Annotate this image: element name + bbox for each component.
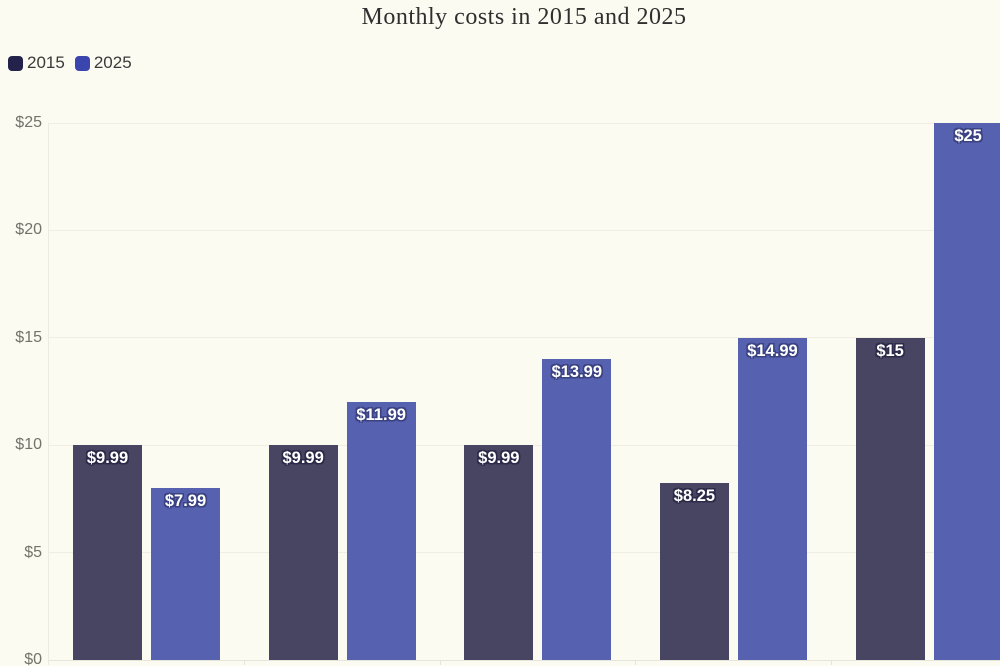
bar-2025-group5[interactable]: $25 — [933, 123, 1000, 660]
x-axis-tick — [439, 660, 441, 665]
bar-2015-group3[interactable]: $9.99 — [464, 445, 534, 660]
bar-value-label: $25 — [954, 127, 982, 145]
legend: 2015 2025 — [8, 53, 132, 73]
gridline-0 — [48, 659, 1000, 661]
bar-2015-group4[interactable]: $8.25 — [659, 482, 729, 660]
y-axis-label-0: $0 — [24, 651, 42, 666]
x-axis-tick — [635, 660, 637, 665]
legend-item-2015[interactable]: 2015 — [8, 53, 65, 73]
bar-value-label: $15 — [876, 341, 904, 360]
gridline-15 — [48, 337, 1000, 339]
bar-2025-group4[interactable]: $14.99 — [737, 338, 807, 660]
gridline-10 — [48, 444, 1000, 446]
gridline-25 — [48, 122, 1000, 124]
y-axis-label-15: $15 — [15, 328, 42, 346]
bar-value-label: $13.99 — [551, 363, 603, 382]
bar-2015-group2[interactable]: $9.99 — [268, 445, 338, 660]
legend-label-2025: 2025 — [93, 53, 132, 72]
y-axis-line — [48, 123, 49, 665]
bar-value-label: $9.99 — [282, 449, 324, 468]
bar-2025-group3[interactable]: $13.99 — [542, 359, 612, 660]
bar-value-label: $7.99 — [164, 492, 207, 511]
x-axis-tick — [831, 660, 833, 665]
legend-label-2015: 2015 — [27, 53, 65, 72]
chart-title: Monthly costs in 2015 and 2025 — [361, 4, 687, 30]
bar-2015-group5[interactable]: $15 — [855, 337, 925, 660]
bar-value-label: $9.99 — [478, 449, 520, 468]
legend-swatch-2025 — [74, 55, 90, 71]
y-axis-label-25: $25 — [15, 114, 42, 131]
bar-value-label: $8.25 — [673, 486, 716, 505]
bar-value-label: $11.99 — [356, 406, 406, 425]
y-axis-label-5: $5 — [24, 543, 42, 561]
bar-2015-group1[interactable]: $9.99 — [73, 445, 142, 660]
bar-2025-group2[interactable]: $11.99 — [346, 402, 416, 660]
y-axis-label-10: $10 — [15, 436, 42, 454]
y-axis-label-20: $20 — [15, 221, 42, 239]
bar-2025-group1[interactable]: $7.99 — [151, 488, 220, 660]
x-axis-tick — [244, 660, 246, 665]
legend-swatch-2015 — [8, 55, 23, 71]
legend-item-2025[interactable]: 2025 — [74, 53, 132, 73]
bar-value-label: $14.99 — [747, 342, 798, 360]
gridline-20 — [48, 229, 1000, 231]
bar-value-label: $9.99 — [86, 449, 129, 468]
